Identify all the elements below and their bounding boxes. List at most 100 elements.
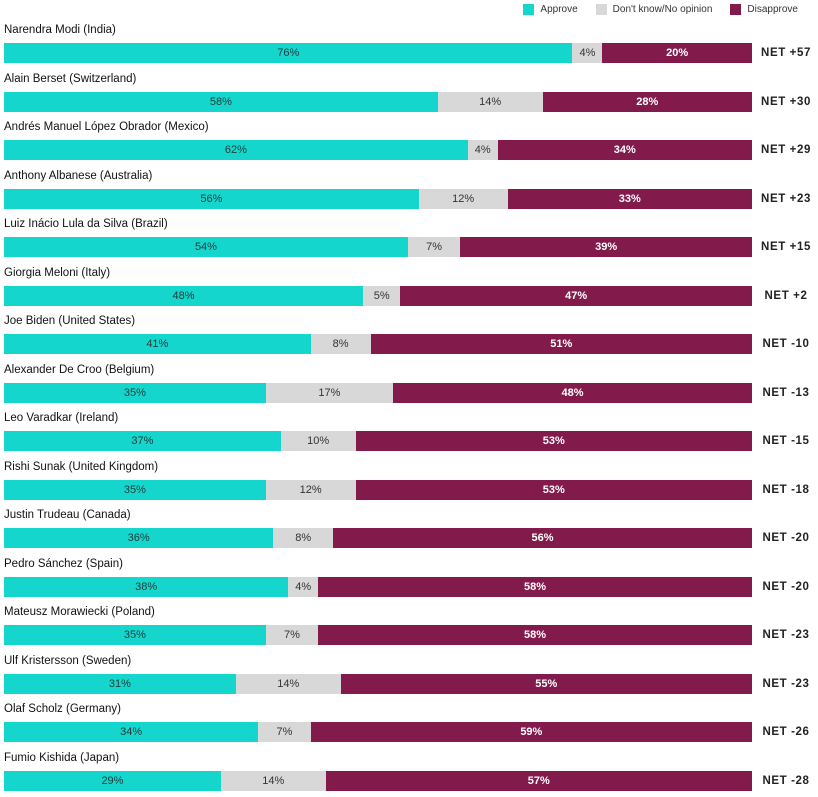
bar-value-label: 7% xyxy=(277,726,293,738)
row-label: Narendra Modi (India) xyxy=(4,24,116,36)
bar-value-label: 56% xyxy=(200,193,222,205)
bar-segment-dont-know: 14% xyxy=(221,771,326,791)
bar-segment-dont-know: 8% xyxy=(311,334,371,354)
bar-segment-dont-know: 14% xyxy=(236,674,341,694)
chart-row: Rishi Sunak (United Kingdom)35%12%53%NET… xyxy=(4,458,818,507)
leader-name: Fumio Kishida xyxy=(4,752,77,764)
net-score: NET -10 xyxy=(756,334,816,354)
bar-segment-dont-know: 4% xyxy=(288,577,318,597)
bar-segment-disapprove: 53% xyxy=(356,431,752,451)
legend: Approve Don't know/No opinion Disapprove xyxy=(505,4,798,15)
bar-segment-disapprove: 57% xyxy=(326,771,752,791)
leader-name: Olaf Scholz xyxy=(4,703,63,715)
chart-row: Narendra Modi (India)76%4%20%NET +57 xyxy=(4,21,818,70)
chart-row: Leo Varadkar (Ireland)37%10%53%NET -15 xyxy=(4,409,818,458)
bar-value-label: 33% xyxy=(619,193,641,205)
bar-segment-dont-know: 8% xyxy=(273,528,333,548)
bar-value-label: 53% xyxy=(543,435,565,447)
bar-value-label: 58% xyxy=(524,629,546,641)
leader-name: Ulf Kristersson xyxy=(4,655,79,667)
stacked-bar: 48% 5% 47% xyxy=(4,286,752,306)
bar-segment-disapprove: 33% xyxy=(508,189,752,209)
bar-segment-dont-know: 7% xyxy=(266,625,318,645)
bar-segment-dont-know: 5% xyxy=(363,286,400,306)
leader-country: (Japan) xyxy=(80,752,119,764)
bar-value-label: 7% xyxy=(284,629,300,641)
row-label: Giorgia Meloni (Italy) xyxy=(4,267,110,279)
row-label: Olaf Scholz (Germany) xyxy=(4,703,121,715)
bar-segment-disapprove: 39% xyxy=(460,237,752,257)
legend-item-approve: Approve xyxy=(523,4,577,15)
bar-value-label: 35% xyxy=(124,484,146,496)
leader-name: Anthony Albanese xyxy=(4,170,97,182)
chart-row: Anthony Albanese (Australia)56%12%33%NET… xyxy=(4,167,818,216)
bar-value-label: 4% xyxy=(295,581,311,593)
stacked-bar: 34%7%59% xyxy=(4,722,752,742)
bar-segment-disapprove: 48% xyxy=(393,383,752,403)
bar-segment-dont-know: 12% xyxy=(266,480,356,500)
bar-value-label: 58% xyxy=(210,96,232,108)
bar-segment-disapprove: 34% xyxy=(498,140,752,160)
legend-item-dont-know: Don't know/No opinion xyxy=(596,4,713,15)
bar-value-label: 35% xyxy=(124,629,146,641)
bar-segment-approve: 54% xyxy=(4,237,408,257)
row-label: Justin Trudeau (Canada) xyxy=(4,509,131,521)
leader-name: Joe Biden xyxy=(4,315,55,327)
bar-value-label: 14% xyxy=(479,96,501,108)
bar-value-label: 28% xyxy=(636,96,658,108)
bar-value-label: 4% xyxy=(475,144,491,156)
bar-value-label: 51% xyxy=(550,338,572,350)
chart-row: Joe Biden (United States)41%8%51%NET -10 xyxy=(4,312,818,361)
leader-name: Narendra Modi xyxy=(4,24,80,36)
bar-segment-approve: 29% xyxy=(4,771,221,791)
bar-segment-disapprove: 56% xyxy=(333,528,752,548)
bar-segment-approve: 76% xyxy=(4,43,572,63)
legend-swatch-disapprove xyxy=(730,4,741,15)
chart-row: Pedro Sánchez (Spain)38%4%58%NET -20 xyxy=(4,555,818,604)
net-score: NET -23 xyxy=(756,674,816,694)
bar-value-label: 48% xyxy=(561,387,583,399)
chart-row: Mateusz Morawiecki (Poland)35%7%58%NET -… xyxy=(4,603,818,652)
row-label: Rishi Sunak (United Kingdom) xyxy=(4,461,158,473)
bar-segment-dont-know: 12% xyxy=(419,189,508,209)
row-label: Fumio Kishida (Japan) xyxy=(4,752,119,764)
bar-segment-disapprove: 58% xyxy=(318,577,752,597)
bar-segment-approve: 37% xyxy=(4,431,281,451)
chart-row: Giorgia Meloni (Italy) 48% 5% 47% NET +2 xyxy=(4,264,818,313)
stacked-bar: 76%4%20% xyxy=(4,43,752,63)
bar-segment-approve: 48% xyxy=(4,286,363,306)
leader-country: (Switzerland) xyxy=(69,73,136,85)
bar-value-label: 34% xyxy=(614,144,636,156)
legend-item-disapprove: Disapprove xyxy=(730,4,798,15)
leader-country: (Belgium) xyxy=(105,364,154,376)
chart-row: Luiz Inácio Lula da Silva (Brazil)54%7%3… xyxy=(4,215,818,264)
bar-value-label: 5% xyxy=(374,290,390,302)
bar-value-label: 47% xyxy=(565,290,587,302)
bar-segment-disapprove: 53% xyxy=(356,480,752,500)
leader-name: Giorgia Meloni xyxy=(4,267,78,279)
bar-value-label: 8% xyxy=(333,338,349,350)
leader-name: Alain Berset xyxy=(4,73,66,85)
stacked-bar: 58% 14% 28% xyxy=(4,92,752,112)
leader-name: Justin Trudeau xyxy=(4,509,79,521)
net-score: NET +2 xyxy=(756,286,816,306)
legend-label-approve: Approve xyxy=(540,4,577,15)
stacked-bar: 29%14%57% xyxy=(4,771,752,791)
stacked-bar: 35% 12%53% xyxy=(4,480,752,500)
leader-name: Mateusz Morawiecki xyxy=(4,606,108,618)
chart-row: Ulf Kristersson (Sweden)31%14%55%NET -23 xyxy=(4,652,818,701)
row-label: Joe Biden (United States) xyxy=(4,315,135,327)
leader-country: (Sweden) xyxy=(82,655,131,667)
bar-value-label: 17% xyxy=(318,387,340,399)
bar-value-label: 58% xyxy=(524,581,546,593)
leader-name: Andrés Manuel López Obrador xyxy=(4,121,161,133)
stacked-bar: 54%7%39% xyxy=(4,237,752,257)
bar-segment-dont-know: 7% xyxy=(258,722,310,742)
chart-row: Andrés Manuel López Obrador (Mexico)62%4… xyxy=(4,118,818,167)
bar-value-label: 20% xyxy=(666,47,688,59)
row-label: Anthony Albanese (Australia) xyxy=(4,170,152,182)
stacked-bar: 56% 12% 33% xyxy=(4,189,752,209)
net-score: NET +15 xyxy=(756,237,816,257)
leader-name: Rishi Sunak xyxy=(4,461,65,473)
